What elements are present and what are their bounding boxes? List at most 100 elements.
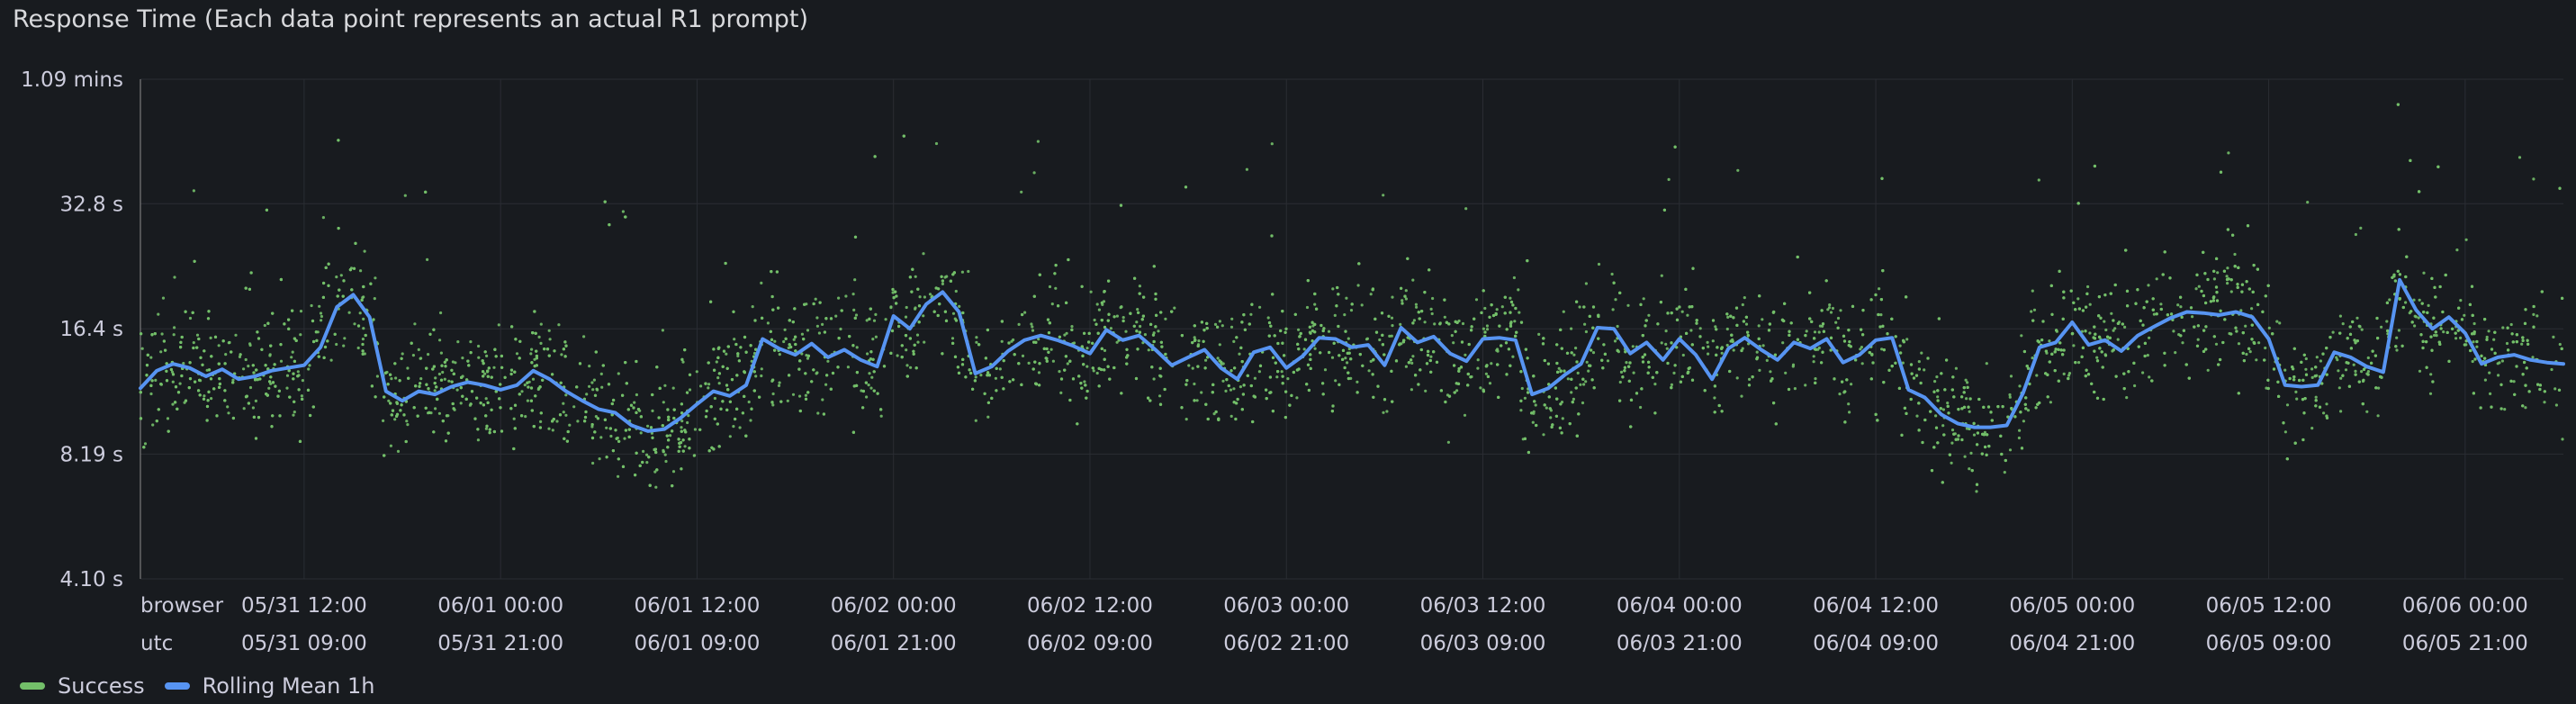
success-point (645, 460, 649, 465)
success-point (171, 402, 175, 406)
success-point (1616, 324, 1619, 329)
success-point (1625, 361, 1628, 365)
success-point (1828, 303, 1832, 307)
success-point (1839, 309, 1842, 312)
success-point (1230, 317, 1234, 320)
success-point (1271, 293, 1274, 296)
success-point (1109, 327, 1112, 330)
success-point (2339, 410, 2343, 413)
success-point (149, 392, 153, 396)
success-point (290, 356, 293, 359)
success-point (688, 388, 692, 392)
success-point (1950, 461, 1953, 465)
success-point (1204, 358, 1208, 362)
success-point (669, 434, 672, 438)
success-point (891, 291, 895, 294)
success-point (1234, 417, 1238, 421)
success-point (1139, 324, 1142, 329)
success-point (986, 328, 989, 332)
success-point (1791, 365, 1795, 368)
success-point (2523, 360, 2526, 365)
success-point (475, 396, 479, 400)
success-point (1519, 409, 1523, 412)
success-point (1152, 377, 1156, 381)
success-point (188, 316, 193, 320)
success-point (1103, 348, 1107, 352)
success-point (1485, 324, 1489, 328)
success-point (1842, 334, 1846, 338)
success-point (426, 257, 429, 261)
success-point (234, 333, 238, 337)
success-point (2196, 338, 2200, 341)
success-point (2489, 392, 2492, 395)
success-point (1740, 394, 1743, 398)
success-point (599, 372, 603, 375)
success-point (1758, 368, 1761, 372)
success-point (2008, 393, 2012, 397)
success-point (254, 399, 257, 402)
success-point (1367, 369, 1371, 373)
success-point (1642, 297, 1645, 301)
success-point (928, 293, 932, 296)
success-point (591, 461, 595, 465)
success-point (2180, 315, 2184, 319)
success-point (1744, 322, 1749, 326)
success-point (2419, 333, 2423, 337)
success-point (394, 376, 398, 380)
success-point (166, 417, 170, 420)
success-point (1812, 355, 1815, 358)
success-point (1850, 383, 1853, 386)
success-point (806, 357, 810, 360)
success-point (2077, 361, 2081, 365)
success-point (299, 310, 303, 313)
success-point (582, 335, 586, 338)
success-point (2373, 354, 2377, 357)
success-point (865, 319, 869, 322)
success-point (2463, 313, 2466, 317)
success-point (1512, 275, 1516, 280)
success-point (568, 423, 572, 427)
success-point (1610, 272, 1614, 276)
success-point (1138, 292, 1141, 295)
success-point (2505, 341, 2509, 346)
success-point (2337, 369, 2340, 373)
success-point (1562, 310, 1565, 313)
success-point (791, 393, 796, 396)
success-point (1822, 329, 1825, 333)
success-point (824, 383, 828, 386)
success-point (1224, 389, 1228, 393)
success-point (1812, 360, 1815, 364)
success-point (2264, 346, 2267, 350)
success-point (192, 341, 195, 345)
success-point (1859, 347, 1862, 351)
success-point (1046, 318, 1050, 321)
success-point (837, 296, 841, 300)
success-point (905, 305, 908, 310)
success-point (1983, 430, 1986, 434)
success-point (1680, 310, 1684, 313)
success-point (2322, 411, 2326, 415)
success-point (1070, 325, 1074, 329)
success-point (490, 408, 493, 411)
x-tick-label: 06/05 00:00 (2009, 594, 2135, 618)
success-point (1720, 351, 1724, 355)
success-point (273, 363, 276, 366)
success-point (389, 444, 392, 447)
success-point (1725, 343, 1729, 347)
success-point (2049, 401, 2052, 404)
success-point (2003, 471, 2006, 474)
success-point (1821, 324, 1824, 328)
success-point (814, 297, 817, 301)
success-point (157, 312, 160, 316)
success-point (139, 391, 142, 394)
success-point (1559, 402, 1563, 406)
success-point (1698, 327, 1702, 330)
success-point (1411, 278, 1415, 282)
success-point (934, 141, 939, 146)
success-point (2233, 252, 2237, 257)
success-point (771, 403, 775, 407)
success-point (547, 329, 551, 332)
success-point (1108, 377, 1112, 381)
success-point (1665, 347, 1669, 350)
